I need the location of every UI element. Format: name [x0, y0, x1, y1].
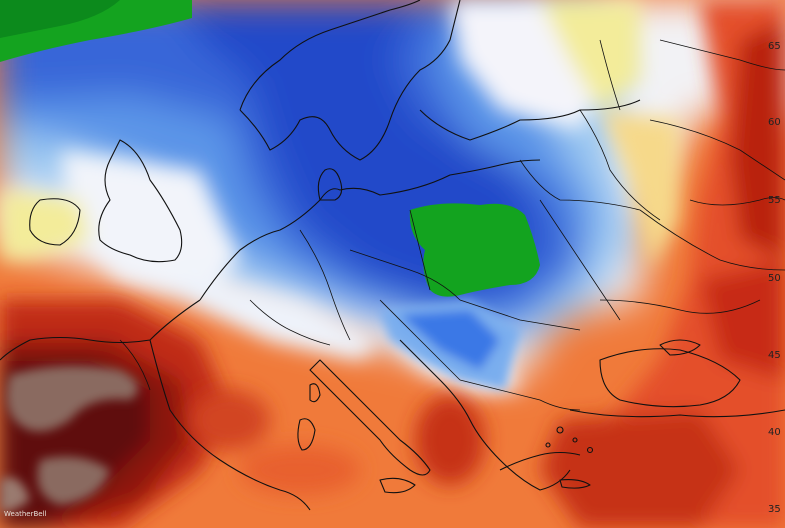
latitude-label-45: 45 [768, 350, 781, 361]
latitude-label-60: 60 [768, 117, 781, 128]
latitude-label-50: 50 [768, 273, 781, 284]
northwest-green-core [0, 0, 120, 38]
country-borders [119, 39, 785, 411]
balkan-blue-lobe [380, 300, 520, 390]
latitude-labels: 65 60 55 50 45 40 35 [768, 41, 781, 515]
latitude-label-40: 40 [768, 427, 781, 438]
coastlines [0, 0, 785, 511]
latitude-label-35: 35 [768, 504, 781, 515]
southwest-brown-core [0, 366, 138, 512]
central-green-region [409, 203, 540, 297]
watermark-text: WeatherBell [4, 510, 47, 518]
eastern-red-field [540, 0, 785, 528]
latitude-label-65: 65 [768, 41, 781, 52]
northeast-pale-field [450, 0, 680, 270]
mediterranean-red-patches [190, 390, 485, 495]
western-pale-band [0, 150, 520, 395]
latitude-label-55: 55 [768, 195, 781, 206]
